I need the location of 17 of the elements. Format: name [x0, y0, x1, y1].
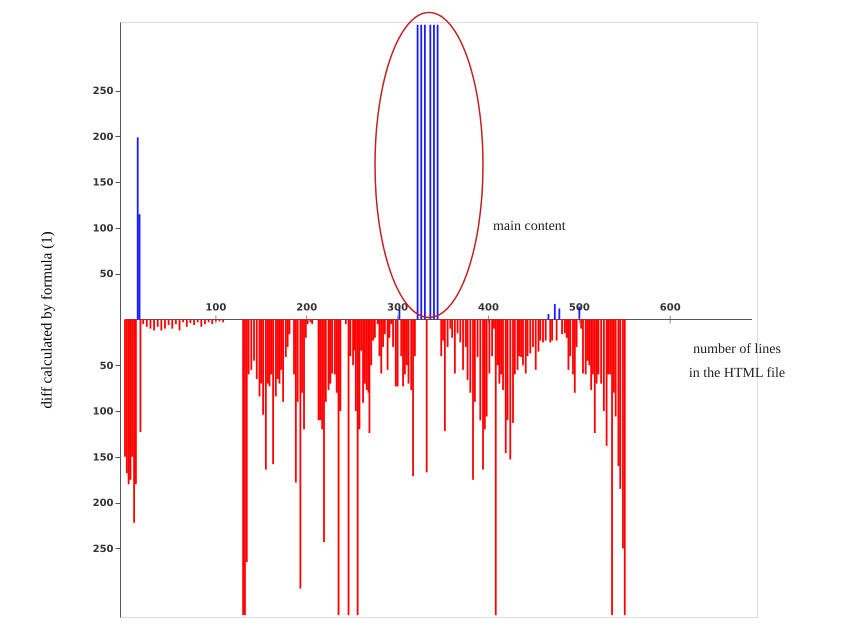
y-axis-title: diff calculated by formula (1) — [40, 231, 56, 409]
y-tick-label: 250 — [92, 544, 114, 555]
y-tick-label: 150 — [92, 178, 114, 189]
x-tick-label: 400 — [478, 302, 499, 314]
x-tick-label: 200 — [296, 302, 318, 314]
x-axis-title: number of lines in the HTML file — [688, 342, 786, 381]
y-tick-label: 50 — [100, 269, 114, 280]
x-tick-label: 600 — [660, 302, 681, 314]
y-tick-label: 100 — [92, 406, 114, 418]
y-tick-label: 150 — [92, 452, 114, 464]
x-tick-label: 100 — [205, 302, 226, 314]
y-tick-label: 50 — [100, 360, 114, 372]
y-tick-label: 200 — [92, 498, 114, 510]
y-tick-label: 250 — [92, 86, 114, 98]
annotation: main content — [493, 219, 566, 234]
y-tick-label: 100 — [92, 223, 114, 234]
y-tick-label: 200 — [92, 132, 114, 143]
